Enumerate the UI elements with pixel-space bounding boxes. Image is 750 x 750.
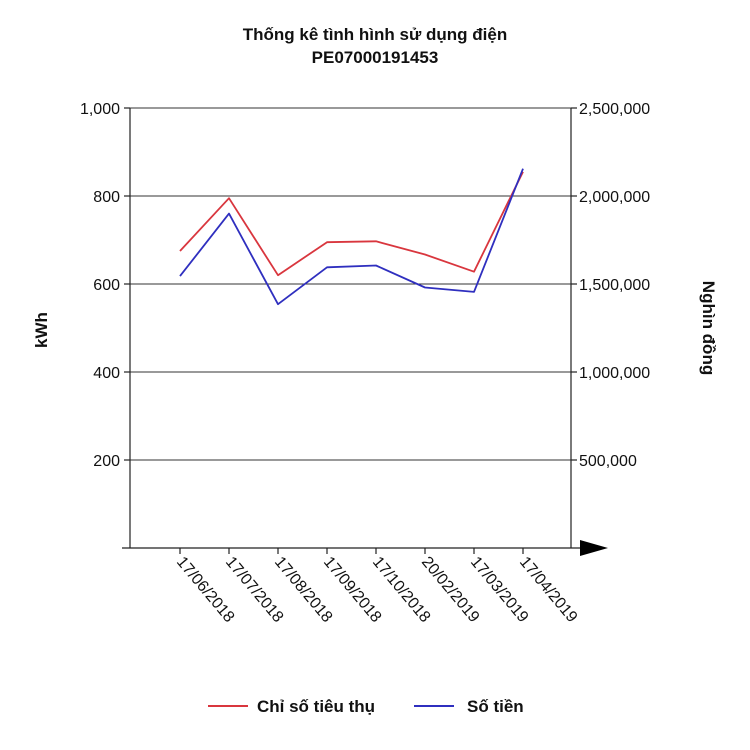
legend-label-1: Chỉ số tiêu thụ [257, 697, 375, 716]
series-line-2 [179, 168, 524, 306]
series-lines [179, 168, 524, 306]
y-right-tick-label: 1,000,000 [579, 365, 650, 382]
y-axis-left-ticks: 200 400 600 800 1,000 [80, 101, 130, 470]
y-axis-left-label: kWh [32, 312, 51, 348]
axes [122, 108, 608, 556]
x-axis-ticks: 17/06/201817/07/201817/08/201817/09/2018… [173, 548, 580, 626]
y-right-tick-label: 2,500,000 [579, 101, 650, 118]
chart-title: Thống kê tình hình sử dụng điện [243, 25, 507, 44]
legend-label-2: Số tiền [467, 697, 524, 716]
y-right-tick-label: 500,000 [579, 453, 637, 470]
series-line-1 [179, 171, 524, 277]
chart-subtitle: PE07000191453 [312, 48, 439, 67]
y-left-tick-label: 200 [93, 453, 120, 470]
y-right-tick-label: 2,000,000 [579, 189, 650, 206]
legend: Chỉ số tiêu thụ Số tiền [208, 697, 524, 716]
y-axis-right-label: Nghìn đồng [699, 281, 718, 375]
y-left-tick-label: 1,000 [80, 101, 120, 118]
y-left-tick-label: 600 [93, 277, 120, 294]
grid-lines [130, 107, 571, 461]
y-left-tick-label: 400 [93, 365, 120, 382]
y-right-tick-label: 1,500,000 [579, 277, 650, 294]
y-left-tick-label: 800 [93, 189, 120, 206]
x-axis-arrow-icon [580, 540, 608, 556]
y-axis-right-ticks: 500,000 1,000,000 1,500,000 2,000,000 2,500,… [571, 101, 650, 470]
